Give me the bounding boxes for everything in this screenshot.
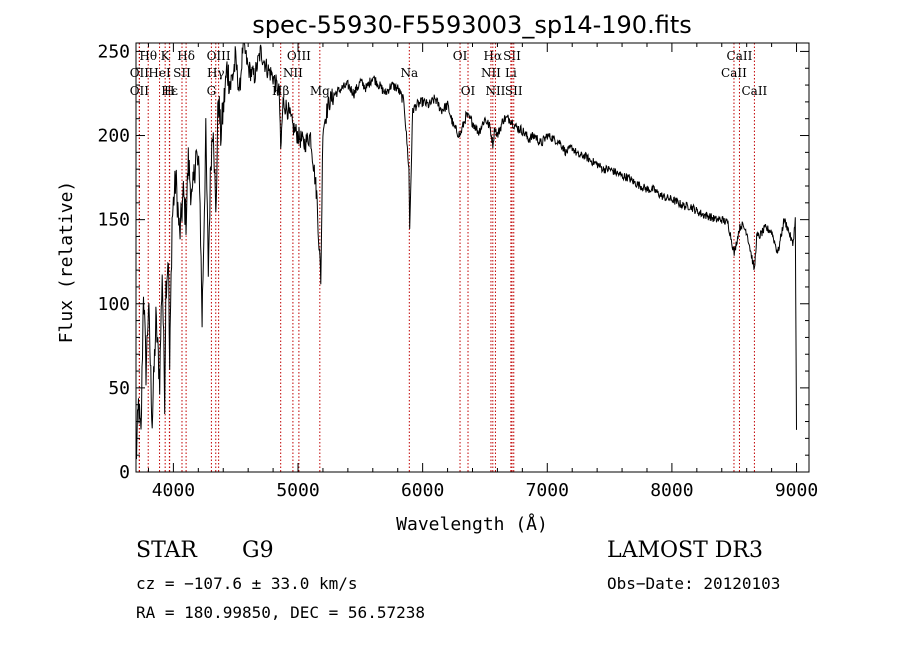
x-axis-ticks: 4000 5000 6000 7000 8000 9000 (147, 43, 818, 501)
x-tick-label: 6000 (401, 480, 444, 501)
y-tick-label: 0 (119, 462, 130, 483)
y-tick-label: 250 (97, 41, 130, 62)
spectral-line-label: OI (453, 49, 468, 63)
survey-name: LAMOST DR3 (607, 538, 763, 563)
x-tick-label: 7000 (526, 480, 569, 501)
spectral-line-label: Li (505, 66, 517, 80)
redshift-velocity: cz = −107.6 ± 33.0 km/s (136, 574, 358, 593)
x-axis-label: Wavelength (Å) (396, 513, 548, 535)
spectral-line-label: HeI (148, 66, 171, 80)
spectral-line-label: NII (485, 84, 505, 98)
spectral-line-label: CaII (727, 49, 753, 63)
spectral-line-label: NII (283, 66, 303, 80)
y-tick-label: 200 (97, 126, 130, 147)
y-axis-ticks: 0 50 100 150 200 250 (97, 41, 809, 483)
y-tick-label: 100 (97, 294, 130, 315)
spectral-line-label: NII (481, 66, 501, 80)
spectral-line-label: Hγ (207, 66, 225, 80)
x-tick-label: 8000 (650, 480, 693, 501)
spectral-line-label: Hβ (272, 84, 289, 98)
spectral-line-label: OIII (287, 49, 311, 63)
y-tick-label: 50 (108, 378, 130, 399)
spectral-line-label: SII (505, 84, 523, 98)
spectral-line-label: OII (130, 84, 150, 98)
spectral-line-label: CaII (721, 66, 747, 80)
spectral-line-label: Hδ (177, 49, 195, 63)
spectral-line-label: K (161, 49, 171, 63)
spectral-line-label: Na (400, 66, 418, 80)
spectral-line-label: CaII (741, 84, 767, 98)
spectral-line-label: G (207, 84, 217, 98)
spectral-line-label: OIII (207, 49, 231, 63)
spectral-line-label: Hα (484, 49, 503, 63)
spectral-line-label: SII (173, 66, 191, 80)
spectral-line-label: OII (130, 66, 150, 80)
spectral-line-label: OI (461, 84, 476, 98)
observation-date: Obs−Date: 20120103 (607, 574, 781, 593)
coordinates: RA = 180.99850, DEC = 56.57238 (136, 603, 425, 622)
x-tick-label: 4000 (152, 480, 195, 501)
spectral-line-label: Hθ (139, 49, 157, 63)
chart-title: spec-55930-F5593003_sp14-190.fits (252, 11, 691, 39)
spectral-line-label: Hε (161, 84, 178, 98)
x-tick-label: 5000 (276, 480, 319, 501)
spectral-line-label: SII (503, 49, 521, 63)
x-tick-label: 9000 (775, 480, 818, 501)
y-tick-label: 150 (97, 210, 130, 231)
spectral-line-label: Mg (310, 84, 330, 98)
y-axis-label: Flux (relative) (56, 181, 77, 344)
plot-frame (135, 42, 810, 473)
spectral-subclass: G9 (242, 538, 274, 563)
spectrum-line (135, 42, 797, 460)
object-class: STAR (136, 538, 197, 563)
spectral-line-label: H (164, 84, 174, 98)
